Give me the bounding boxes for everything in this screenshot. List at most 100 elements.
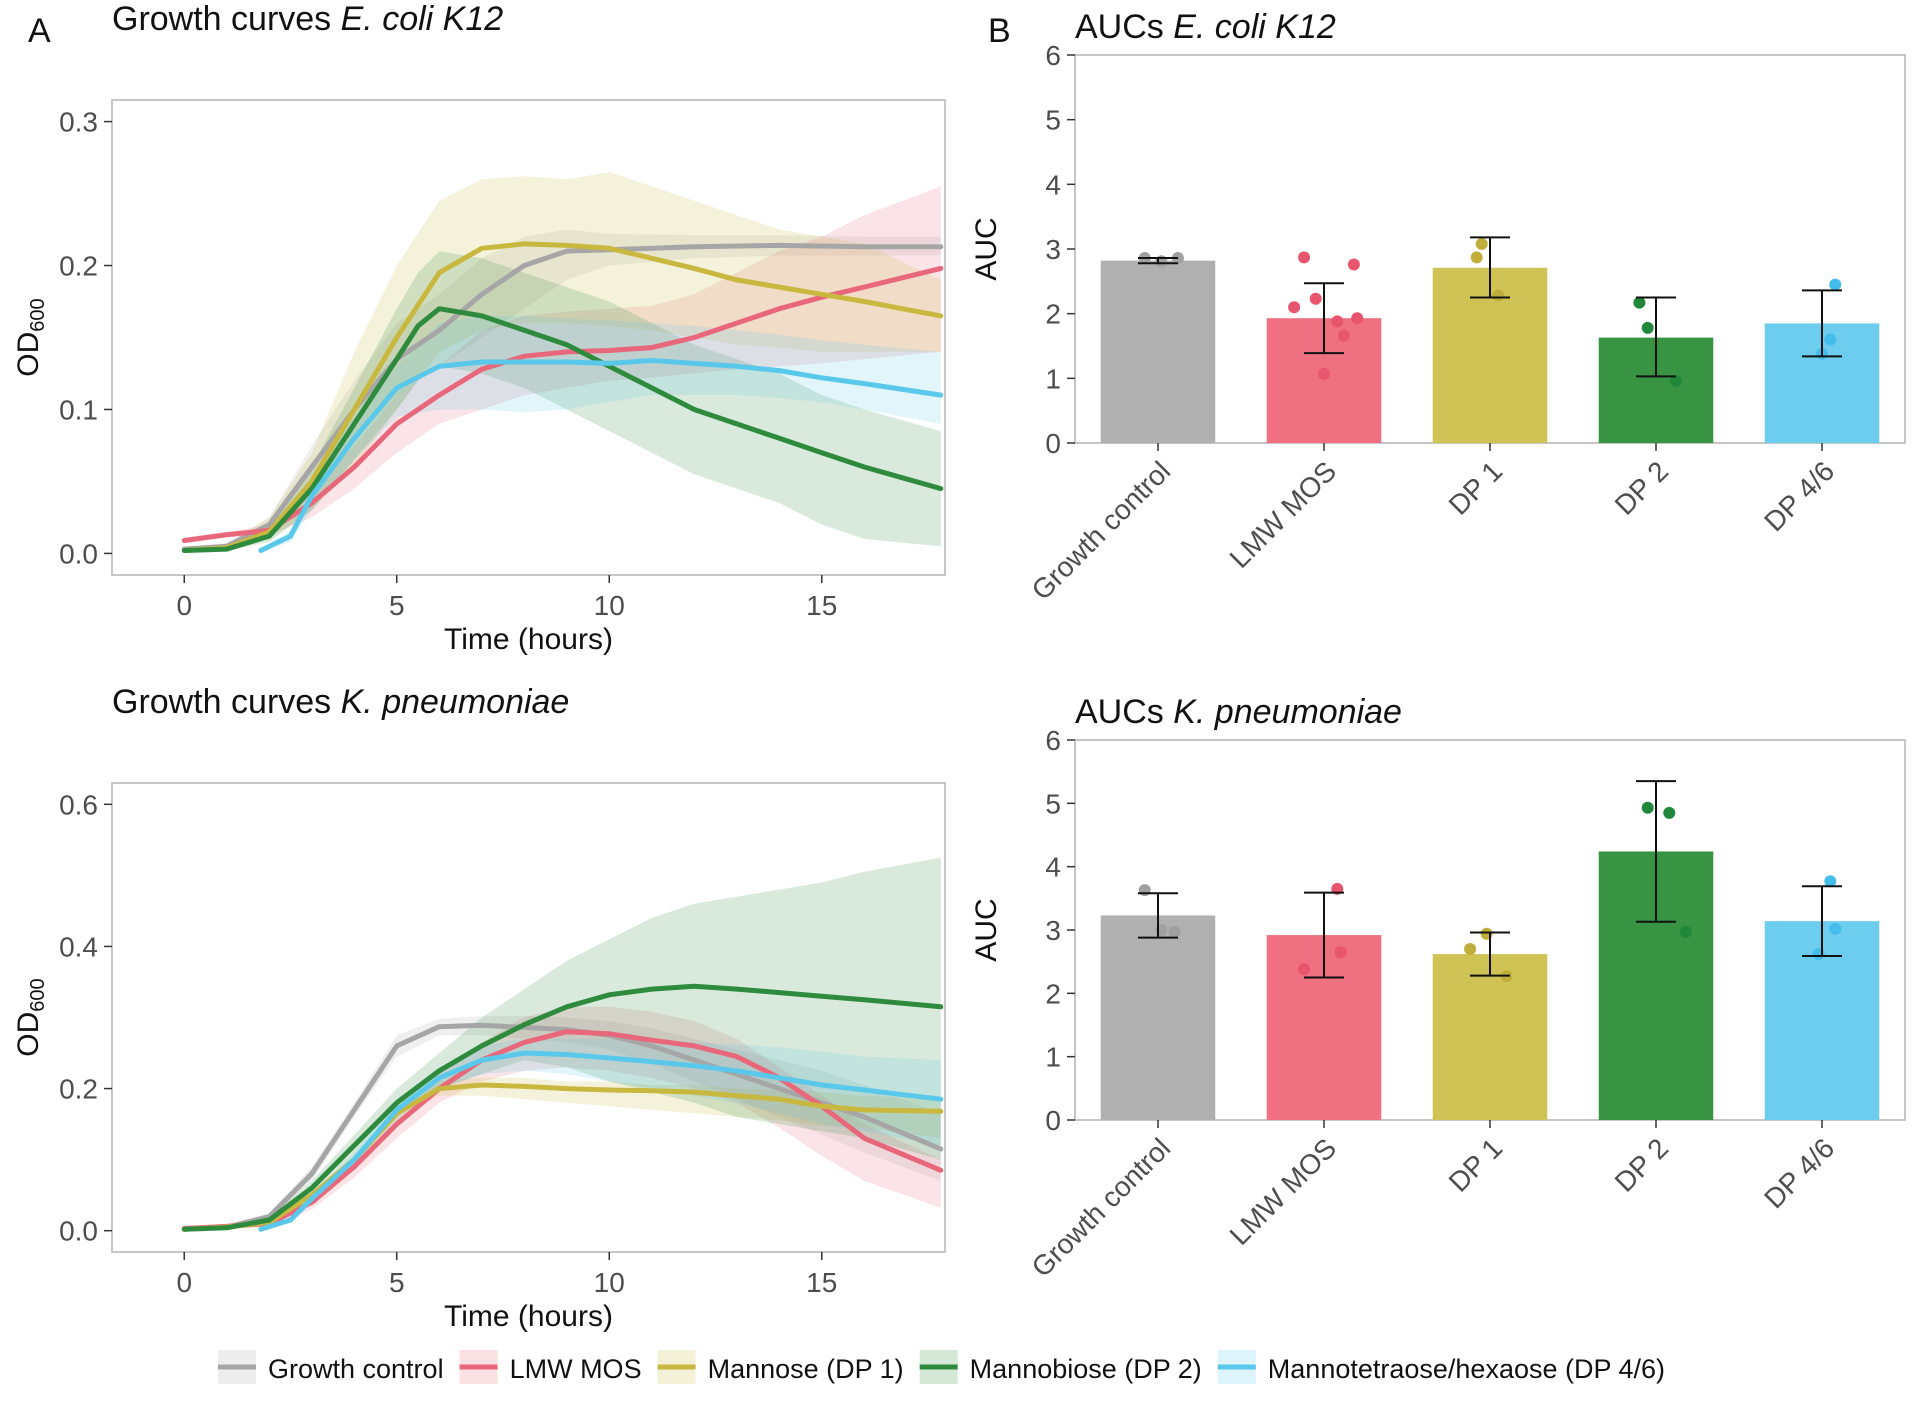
y-axis-label: AUC — [970, 898, 1003, 961]
x-tick-label: DP 4/6 — [1758, 1132, 1840, 1214]
chart-title-main: AUCs — [1075, 693, 1173, 731]
y-tick-label: 0.2 — [59, 1074, 98, 1105]
panel-b-letter: B — [988, 12, 1011, 50]
ribbon-mannotetraose-hexaose-dp-4-6 — [260, 315, 941, 552]
y-axis-label-subscript: 600 — [27, 298, 49, 331]
data-point-dp-2 — [1663, 806, 1676, 819]
y-tick-label: 3 — [1045, 915, 1061, 946]
data-point-dp-4-6 — [1829, 278, 1842, 291]
data-point-lmw-mos — [1298, 963, 1311, 976]
x-tick-label: 5 — [389, 590, 405, 621]
y-tick-label: 0.0 — [59, 1216, 98, 1247]
legend-label: Mannotetraose/hexaose (DP 4/6) — [1268, 1354, 1665, 1384]
line-mannose-dp-1 — [181, 241, 944, 553]
chart-title-main: AUCs — [1075, 8, 1173, 46]
error-bar-growth-control — [1138, 257, 1178, 265]
x-axis-label: Time (hours) — [444, 1300, 613, 1333]
data-point-dp-4-6 — [1824, 875, 1837, 888]
y-tick-label: 6 — [1045, 725, 1061, 756]
x-tick-label: 10 — [594, 590, 625, 621]
data-point-dp-1 — [1470, 251, 1483, 264]
x-tick-label: 0 — [176, 590, 192, 621]
ribbon-mannose-dp-1 — [184, 1077, 941, 1230]
y-tick-label: 0.2 — [59, 251, 98, 282]
y-tick-label: 0.3 — [59, 107, 98, 138]
legend-item-mannose-dp-1: Mannose (DP 1) — [657, 1350, 904, 1384]
legend-label: Mannose (DP 1) — [708, 1354, 904, 1384]
chart-auc-kpneu: AUCs K. pneumoniae 0 1 2 3 4 5 6 Growth control L… — [970, 693, 1906, 1283]
chart-title: Growth curves K. pneumoniae — [112, 683, 569, 721]
chart-title-organism: K. pneumoniae — [1173, 693, 1402, 731]
chart-title-organism: E. coli K12 — [1173, 8, 1336, 46]
error-bar-dp-2 — [1636, 296, 1676, 378]
data-point-lmw-mos — [1288, 301, 1301, 314]
data-point-dp-4-6 — [1829, 922, 1842, 935]
y-tick-label: 0 — [1045, 1105, 1061, 1136]
y-axis-label: OD600 — [12, 978, 49, 1056]
legend-item-growth-control: Growth control — [218, 1350, 444, 1384]
data-point-dp-2 — [1641, 801, 1654, 814]
data-point-dp-4-6 — [1824, 333, 1837, 346]
legend-label: LMW MOS — [510, 1354, 642, 1384]
error-bar-dp-1 — [1470, 931, 1510, 977]
x-tick-label: 15 — [806, 590, 837, 621]
panel-a-letter: A — [28, 12, 51, 50]
plot-frame — [111, 782, 946, 1253]
x-tick-label: DP 1 — [1443, 1132, 1509, 1198]
y-axis-label-main: OD — [12, 1012, 45, 1057]
x-tick-label: LMW MOS — [1224, 1132, 1343, 1251]
error-bar-dp-4-6 — [1802, 885, 1842, 957]
ribbon-mannobiose-dp-2 — [184, 251, 941, 552]
error-bar-lmw-mos — [1304, 282, 1344, 355]
y-axis-label-main: OD — [12, 332, 45, 377]
y-tick-label: 5 — [1045, 105, 1061, 136]
y-tick-label: 1 — [1045, 1042, 1061, 1073]
data-point-lmw-mos — [1337, 329, 1350, 342]
y-axis-label: AUC — [970, 217, 1003, 280]
y-tick-label: 2 — [1045, 299, 1061, 330]
chart-title: Growth curves E. coli K12 — [112, 0, 503, 38]
chart-title-main: Growth curves — [112, 0, 341, 38]
y-tick-label: 0.6 — [59, 789, 98, 820]
data-point-lmw-mos — [1318, 367, 1330, 380]
ribbon-mannose-dp-1 — [184, 172, 941, 552]
data-point-lmw-mos — [1351, 312, 1364, 325]
y-tick-label: 2 — [1045, 978, 1061, 1009]
x-tick-label: 15 — [806, 1267, 837, 1298]
x-axis-label: Time (hours) — [444, 623, 613, 656]
chart-title-organism: K. pneumoniae — [341, 683, 570, 721]
legend-item-lmw-mos: LMW MOS — [459, 1350, 642, 1384]
y-tick-label: 1 — [1045, 363, 1061, 394]
line-mannotetraose-hexaose-dp-4-6 — [258, 358, 944, 553]
data-point-lmw-mos — [1309, 292, 1322, 305]
chart-auc-ecoli: AUCs E. coli K12 0 1 2 3 4 5 6 Growth control LMW… — [970, 8, 1906, 606]
data-point-dp-2 — [1669, 374, 1682, 387]
y-tick-label: 5 — [1045, 788, 1061, 819]
error-bar-lmw-mos — [1304, 891, 1344, 979]
data-point-lmw-mos — [1347, 258, 1360, 271]
legend-label: Growth control — [268, 1354, 444, 1384]
error-bar-dp-2 — [1636, 780, 1676, 923]
data-point-dp-2 — [1679, 925, 1692, 938]
data-point-dp-2 — [1641, 321, 1654, 334]
data-point-dp-1 — [1475, 237, 1488, 250]
ribbon-growth-control — [184, 1016, 941, 1230]
chart-title: AUCs K. pneumoniae — [1075, 693, 1402, 731]
legend: Growth control LMW MOS Mannose (DP 1) Manno… — [218, 1350, 1665, 1384]
data-point-lmw-mos — [1331, 315, 1344, 328]
x-tick-label: DP 4/6 — [1758, 455, 1840, 537]
x-tick-label: 0 — [176, 1267, 192, 1298]
x-tick-label: LMW MOS — [1224, 455, 1343, 574]
y-tick-label: 0.1 — [59, 394, 98, 425]
x-tick-label: DP 2 — [1609, 1132, 1675, 1198]
line-mannose-dp-1 — [181, 1082, 944, 1232]
x-tick-label: DP 2 — [1609, 455, 1675, 521]
data-point-lmw-mos — [1298, 251, 1311, 264]
x-tick-label: Growth control — [1026, 1132, 1177, 1283]
y-tick-label: 4 — [1045, 852, 1061, 883]
line-mannobiose-dp-2 — [181, 983, 944, 1232]
chart-growth-ecoli: Growth curves E. coli K12 0.0 0.1 0.2 0.3 0 5 1… — [12, 0, 946, 656]
plot-frame — [111, 99, 946, 576]
x-tick-label: Growth control — [1026, 455, 1177, 606]
